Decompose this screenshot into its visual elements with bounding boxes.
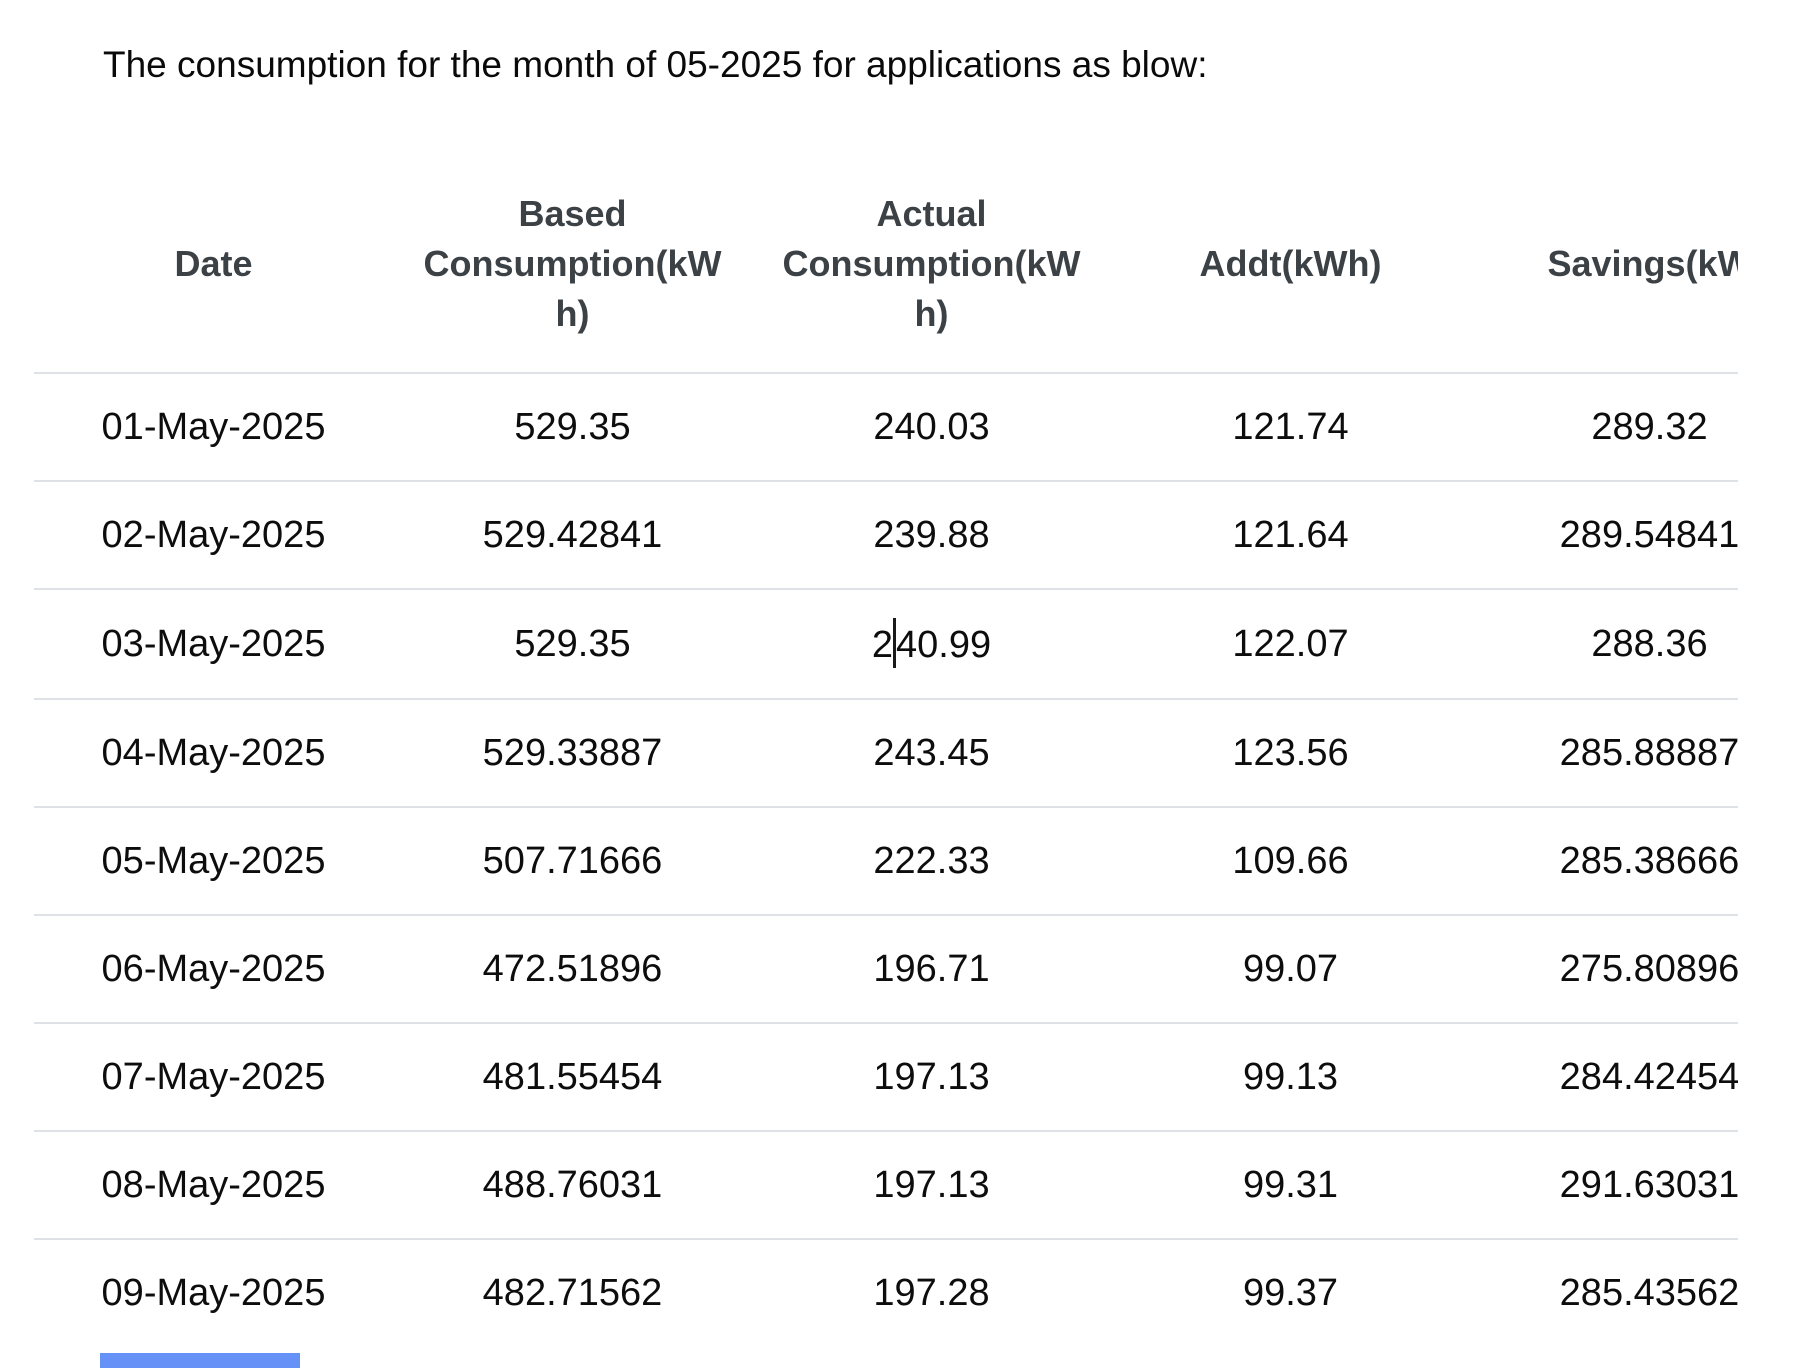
table-row: 06-May-2025 472.51896 196.71 99.07 275.80896 [34,914,1738,1023]
table-clip-container: Date Based Consumption(kWh) Actual Consump… [0,156,1738,1346]
table-row: 08-May-2025 488.76031 197.13 99.31 291.63031 [34,1130,1738,1239]
cell-based-consumption: 482.71562 [393,1238,752,1346]
cell-actual-consumption: 240.03 [752,372,1111,481]
cell-date: 05-May-2025 [34,806,393,915]
table-row: 09-May-2025 482.71562 197.28 99.37 285.43562 [34,1238,1738,1346]
table-row: 07-May-2025 481.55454 197.13 99.13 284.42454 [34,1022,1738,1131]
cell-actual-consumption: 197.28 [752,1238,1111,1346]
text-selection-highlight [100,1353,300,1368]
cell-date: 09-May-2025 [34,1238,393,1346]
cell-date: 07-May-2025 [34,1022,393,1131]
cell-based-consumption: 529.42841 [393,480,752,589]
cell-savings: 275.80896 [1470,914,1738,1023]
cell-addt: 109.66 [1111,806,1470,915]
cell-actual-consumption: 197.13 [752,1022,1111,1131]
cell-date: 02-May-2025 [34,480,393,589]
table-row: 02-May-2025 529.42841 239.88 121.64 289.5484… [34,480,1738,589]
table-header: Date Based Consumption(kWh) Actual Consump… [34,156,1738,374]
table-header-row: Date Based Consumption(kWh) Actual Consump… [34,156,1738,374]
cell-addt: 99.31 [1111,1130,1470,1239]
cell-savings: 289.32 [1470,372,1738,481]
cell-actual-consumption: 243.45 [752,698,1111,807]
editable-cell-caret[interactable]: 240.99 [752,588,1111,699]
cell-addt: 121.64 [1111,480,1470,589]
cell-actual-consumption: 222.33 [752,806,1111,915]
cell-based-consumption: 529.33887 [393,698,752,807]
cell-based-consumption: 529.35 [393,372,752,481]
cell-actual-consumption: 239.88 [752,480,1111,589]
column-header-actual-consumption: Actual Consumption(kWh) [752,156,1111,374]
cell-savings: 289.54841 [1470,480,1738,589]
cell-date: 06-May-2025 [34,914,393,1023]
table-row: 01-May-2025 529.35 240.03 121.74 289.32 [34,372,1738,481]
cell-based-consumption: 488.76031 [393,1130,752,1239]
table-row: 05-May-2025 507.71666 222.33 109.66 285.3866… [34,806,1738,915]
cell-date: 08-May-2025 [34,1130,393,1239]
column-header-addt: Addt(kWh) [1111,156,1470,374]
cell-actual-consumption: 197.13 [752,1130,1111,1239]
cell-savings: 284.42454 [1470,1022,1738,1131]
cell-addt: 99.13 [1111,1022,1470,1131]
text-cursor [893,618,897,668]
cell-actual-consumption: 196.71 [752,914,1111,1023]
cell-date: 04-May-2025 [34,698,393,807]
cell-addt: 121.74 [1111,372,1470,481]
column-header-savings: Savings(kW [1470,156,1738,374]
table-row: 04-May-2025 529.33887 243.45 123.56 285.8888… [34,698,1738,807]
cell-based-consumption: 529.35 [393,588,752,699]
cell-based-consumption: 507.71666 [393,806,752,915]
column-header-date: Date [34,156,393,374]
cell-savings: 285.43562 [1470,1238,1738,1346]
cell-date: 01-May-2025 [34,372,393,481]
table-body: 01-May-2025 529.35 240.03 121.74 289.32 02-Ma… [34,372,1738,1346]
column-header-based-consumption: Based Consumption(kWh) [393,156,752,374]
page-title: The consumption for the month of 05-2025… [103,44,1208,85]
consumption-table: Date Based Consumption(kWh) Actual Consump… [34,156,1738,1346]
cell-addt: 123.56 [1111,698,1470,807]
cell-based-consumption: 472.51896 [393,914,752,1023]
cell-savings: 288.36 [1470,588,1738,699]
cell-savings: 285.88887 [1470,698,1738,807]
cell-addt: 99.07 [1111,914,1470,1023]
cell-savings: 285.38666 [1470,806,1738,915]
cell-based-consumption: 481.55454 [393,1022,752,1131]
table-row: 03-May-2025 529.35 240.99 122.07 288.36 [34,588,1738,699]
cell-addt: 99.37 [1111,1238,1470,1346]
cell-savings: 291.63031 [1470,1130,1738,1239]
cell-addt: 122.07 [1111,588,1470,699]
cell-date: 03-May-2025 [34,588,393,699]
